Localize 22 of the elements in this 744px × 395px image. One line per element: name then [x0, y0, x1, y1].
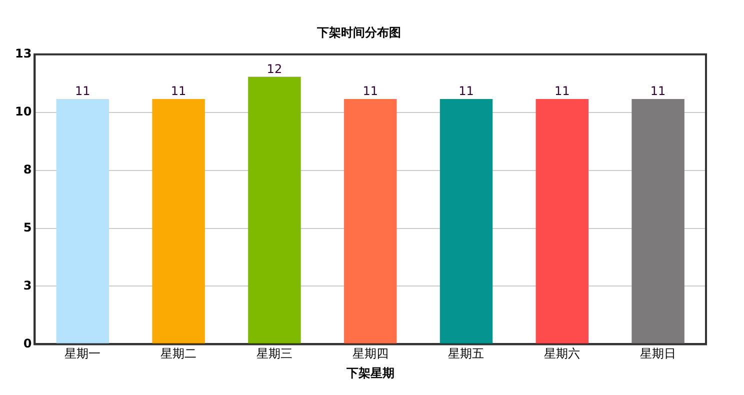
y-tick-label: 0: [23, 336, 32, 350]
x-tick-label: 星期五: [448, 346, 484, 361]
data-label: 11: [362, 84, 378, 98]
y-tick-label: 13: [14, 46, 32, 61]
chart-title: 下架时间分布图: [316, 25, 401, 40]
x-tick-label: 星期六: [544, 346, 580, 361]
data-label: 11: [554, 84, 570, 98]
x-axis-title: 下架星期: [345, 366, 394, 380]
data-label: 11: [650, 84, 666, 98]
data-label: 12: [266, 62, 282, 76]
y-tick-label: 5: [23, 220, 32, 234]
x-tick-label: 星期二: [160, 346, 197, 361]
y-tick-label: 10: [14, 104, 32, 118]
y-tick-label: 3: [23, 278, 32, 292]
x-tick-label: 星期日: [640, 346, 676, 361]
y-tick-label: 8: [23, 162, 32, 176]
x-tick-label: 星期四: [352, 346, 388, 361]
x-tick-label: 星期一: [64, 346, 101, 361]
x-tick-label: 星期三: [256, 346, 292, 361]
data-label: 11: [458, 84, 474, 98]
data-label: 11: [75, 84, 90, 98]
data-label: 11: [170, 84, 186, 98]
